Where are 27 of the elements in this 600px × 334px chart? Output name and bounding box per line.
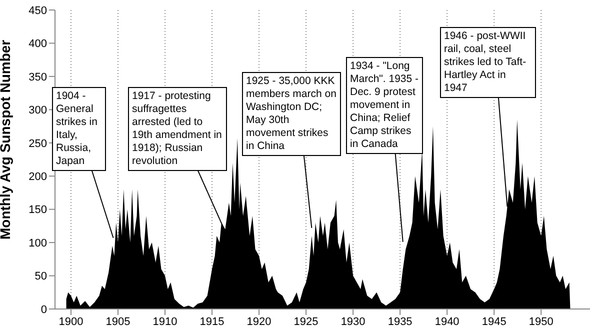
annotation: 1904 - General strikes in Italy, Russia, Japan (52, 87, 106, 171)
annotation: 1925 - 35,000 KKK members march on Washington DC; May 30th movement strikes in China (242, 72, 341, 156)
y-tick-label: 300 (28, 104, 47, 117)
x-tick-label: 1950 (528, 316, 554, 328)
annotation: 1946 - post-WWII rail, coal, steel strikes led to Taft-Hartley Act in 1947 (440, 27, 536, 98)
y-tick-label: 350 (28, 71, 47, 84)
annotation: 1934 - "Long March". 1935 - Dec. 9 protest movement in China; Relief Camp strikes in Canada (346, 57, 423, 154)
y-tick-label: 400 (28, 38, 47, 50)
x-tick-label: 1925 (294, 316, 318, 328)
x-tick-label: 1940 (434, 316, 460, 328)
x-tick-label: 1920 (246, 316, 272, 328)
x-tick-label: 1935 (388, 316, 412, 328)
y-tick-label: 0 (40, 304, 47, 316)
annotation: 1917 - protesting suffragettes arrested (led to 19th amendment in 1918); Russian revolution (128, 87, 227, 171)
y-tick-label: 200 (28, 171, 47, 184)
y-tick-label: 250 (28, 138, 47, 150)
x-tick-label: 1910 (152, 316, 178, 328)
y-axis-title: Monthly Avg Sunspot Number (0, 39, 13, 240)
y-tick-label: 100 (28, 237, 47, 250)
x-tick-label: 1915 (200, 316, 224, 328)
y-tick-label: 50 (34, 270, 47, 283)
y-tick-label: 450 (28, 4, 47, 17)
x-tick-label: 1930 (340, 316, 366, 328)
x-tick-label: 1945 (482, 316, 506, 328)
y-tick-label: 150 (28, 204, 47, 216)
x-tick-label: 1900 (58, 316, 84, 328)
x-tick-label: 1905 (106, 316, 130, 328)
